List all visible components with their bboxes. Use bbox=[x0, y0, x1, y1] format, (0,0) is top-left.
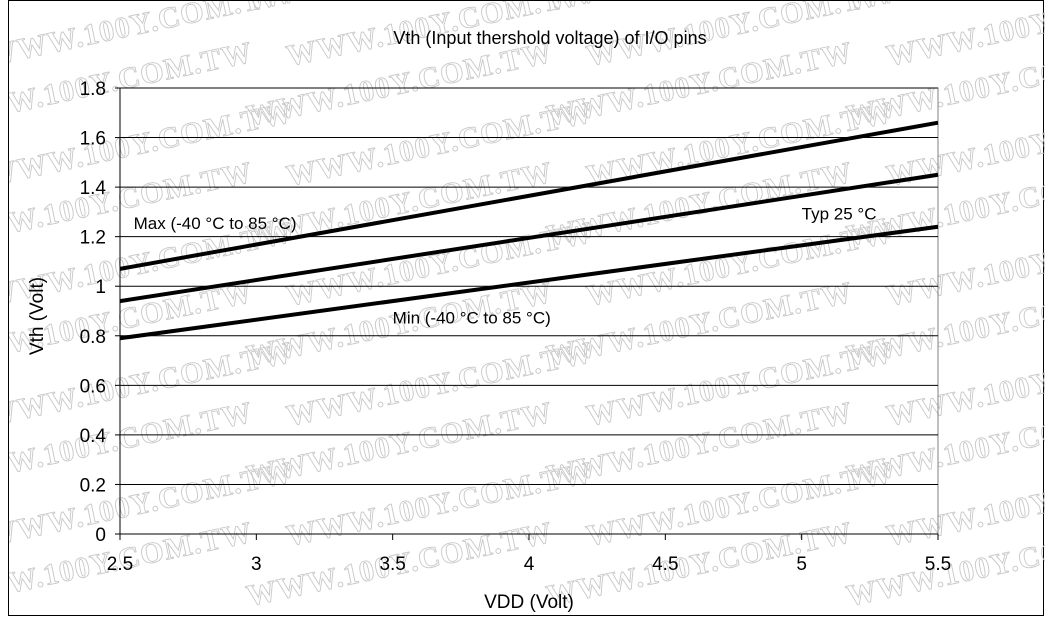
x-tick-label: 5.5 bbox=[925, 554, 951, 575]
gridlines bbox=[120, 87, 938, 485]
y-tick-label: 0.4 bbox=[80, 426, 107, 447]
series-line bbox=[119, 172, 939, 304]
series-annotation: Min (-40 °C to 85 °C) bbox=[393, 308, 551, 327]
y-tick-label: 0 bbox=[95, 525, 106, 546]
y-tick-label: 1.8 bbox=[80, 79, 106, 100]
series-line bbox=[119, 120, 939, 271]
y-tick-label: 0.6 bbox=[80, 376, 106, 397]
y-tick-label: 1.6 bbox=[80, 129, 106, 150]
x-axis-label: VDD (Volt) bbox=[484, 592, 574, 613]
series-annotation: Max (-40 °C to 85 °C) bbox=[134, 214, 297, 233]
y-tick-label: 1.2 bbox=[80, 228, 106, 249]
series-line bbox=[119, 224, 939, 341]
x-tick-label: 4.5 bbox=[652, 554, 678, 575]
x-tick-label: 3 bbox=[251, 554, 262, 575]
y-tick-label: 0.8 bbox=[80, 327, 106, 348]
chart-title: Vth (Input thershold voltage) of I/O pin… bbox=[393, 28, 706, 48]
x-tick-labels: 2.5 3 3.5 4 4.5 5 5.5 bbox=[107, 554, 951, 575]
chart: WWW.100Y.COM.TWWWW.100Y.COM.TWWWW.100Y.C… bbox=[9, 1, 1045, 613]
y-tick-label: 0.2 bbox=[80, 475, 106, 496]
x-tick-label: 4 bbox=[524, 554, 535, 575]
x-tick-label: 3.5 bbox=[379, 554, 405, 575]
series-annotation: Typ 25 °C bbox=[802, 204, 877, 223]
y-axis-label: Vth (Volt) bbox=[27, 277, 48, 355]
y-tick-label: 1.4 bbox=[80, 178, 107, 199]
chart-frame: WWW.100Y.COM.TW WWW.100Y.COM.TW WWW.100Y.C… bbox=[8, 0, 1045, 616]
y-tick-label: 1 bbox=[95, 277, 106, 298]
x-tick-label: 5 bbox=[796, 554, 807, 575]
series-lines bbox=[119, 120, 939, 341]
y-tick-labels: 0 0.2 0.4 0.6 0.8 1 1.2 1.4 1.6 1.8 bbox=[80, 79, 107, 546]
watermark-layer: WWW.100Y.COM.TWWWW.100Y.COM.TWWWW.100Y.C… bbox=[9, 1, 1045, 613]
axes bbox=[115, 87, 939, 540]
annotations: Max (-40 °C to 85 °C) Typ 25 °C Min (-40 °… bbox=[134, 204, 877, 327]
x-tick-label: 2.5 bbox=[107, 554, 133, 575]
